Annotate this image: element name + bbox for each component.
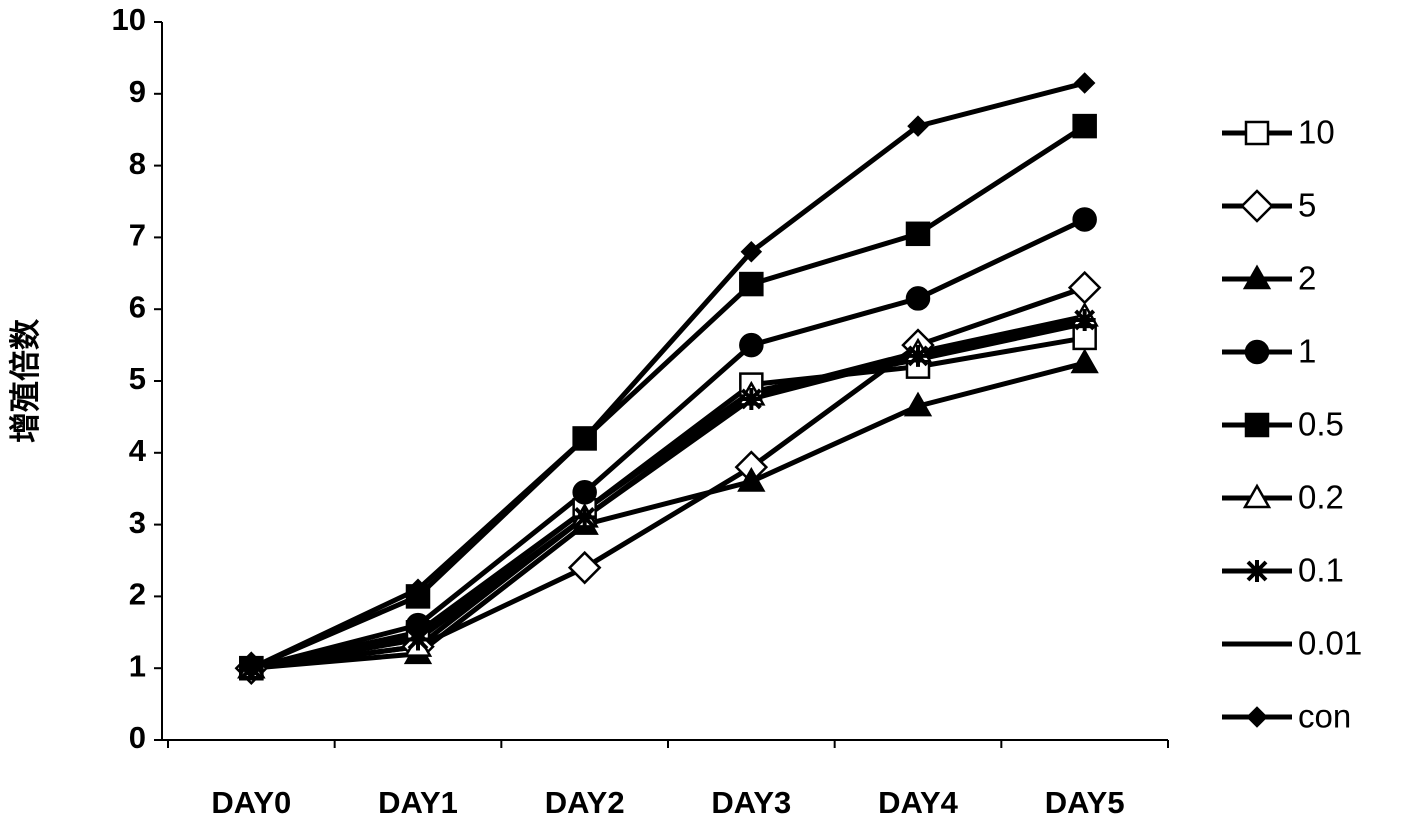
y-tick-label: 1 — [129, 648, 146, 683]
legend-label: 2 — [1298, 260, 1316, 297]
legend-label: 0.1 — [1298, 552, 1344, 589]
x-tick-label: DAY1 — [378, 785, 458, 820]
y-tick-label: 7 — [129, 218, 146, 253]
legend-marker — [1246, 560, 1268, 582]
data-point — [907, 223, 929, 245]
legend-marker — [1246, 414, 1268, 436]
legend-label: 5 — [1298, 187, 1316, 224]
legend-label: 10 — [1298, 114, 1335, 151]
data-point — [1076, 74, 1094, 92]
data-point — [1073, 351, 1097, 372]
y-tick-label: 6 — [129, 289, 146, 324]
legend-label: con — [1298, 698, 1351, 735]
legend-label: 0.2 — [1298, 479, 1344, 516]
data-point — [1074, 309, 1096, 331]
data-point — [574, 506, 596, 528]
x-tick-label: DAY2 — [545, 785, 625, 820]
data-point — [1074, 208, 1096, 230]
y-tick-label: 8 — [129, 146, 146, 181]
legend-marker — [1246, 341, 1268, 363]
y-tick-label: 2 — [129, 577, 146, 612]
data-point — [1074, 115, 1096, 137]
legend-label: 0.01 — [1298, 625, 1362, 662]
data-point — [740, 388, 762, 410]
x-tick-label: DAY5 — [1045, 785, 1125, 820]
series-line — [251, 219, 1084, 668]
x-tick-label: DAY3 — [711, 785, 791, 820]
data-point — [574, 481, 596, 503]
data-point — [907, 287, 929, 309]
y-tick-label: 0 — [129, 720, 146, 755]
x-tick-label: DAY0 — [211, 785, 291, 820]
data-point — [570, 553, 600, 583]
x-tick-label: DAY4 — [878, 785, 959, 820]
legend-label: 0.5 — [1298, 406, 1344, 443]
data-point — [1070, 273, 1100, 303]
data-point — [907, 345, 929, 367]
data-point — [740, 334, 762, 356]
series-line — [251, 83, 1084, 668]
y-tick-label: 4 — [129, 433, 147, 468]
legend-marker — [1246, 122, 1268, 144]
legend-label: 1 — [1298, 333, 1316, 370]
legend-marker — [1248, 708, 1266, 726]
y-tick-label: 10 — [112, 2, 146, 37]
y-axis-label: 增殖倍数 — [8, 319, 43, 443]
data-point — [740, 273, 762, 295]
legend-marker — [1242, 191, 1272, 221]
y-tick-label: 5 — [129, 361, 146, 396]
y-tick-label: 9 — [129, 74, 146, 109]
y-tick-label: 3 — [129, 505, 146, 540]
data-point — [407, 628, 429, 650]
